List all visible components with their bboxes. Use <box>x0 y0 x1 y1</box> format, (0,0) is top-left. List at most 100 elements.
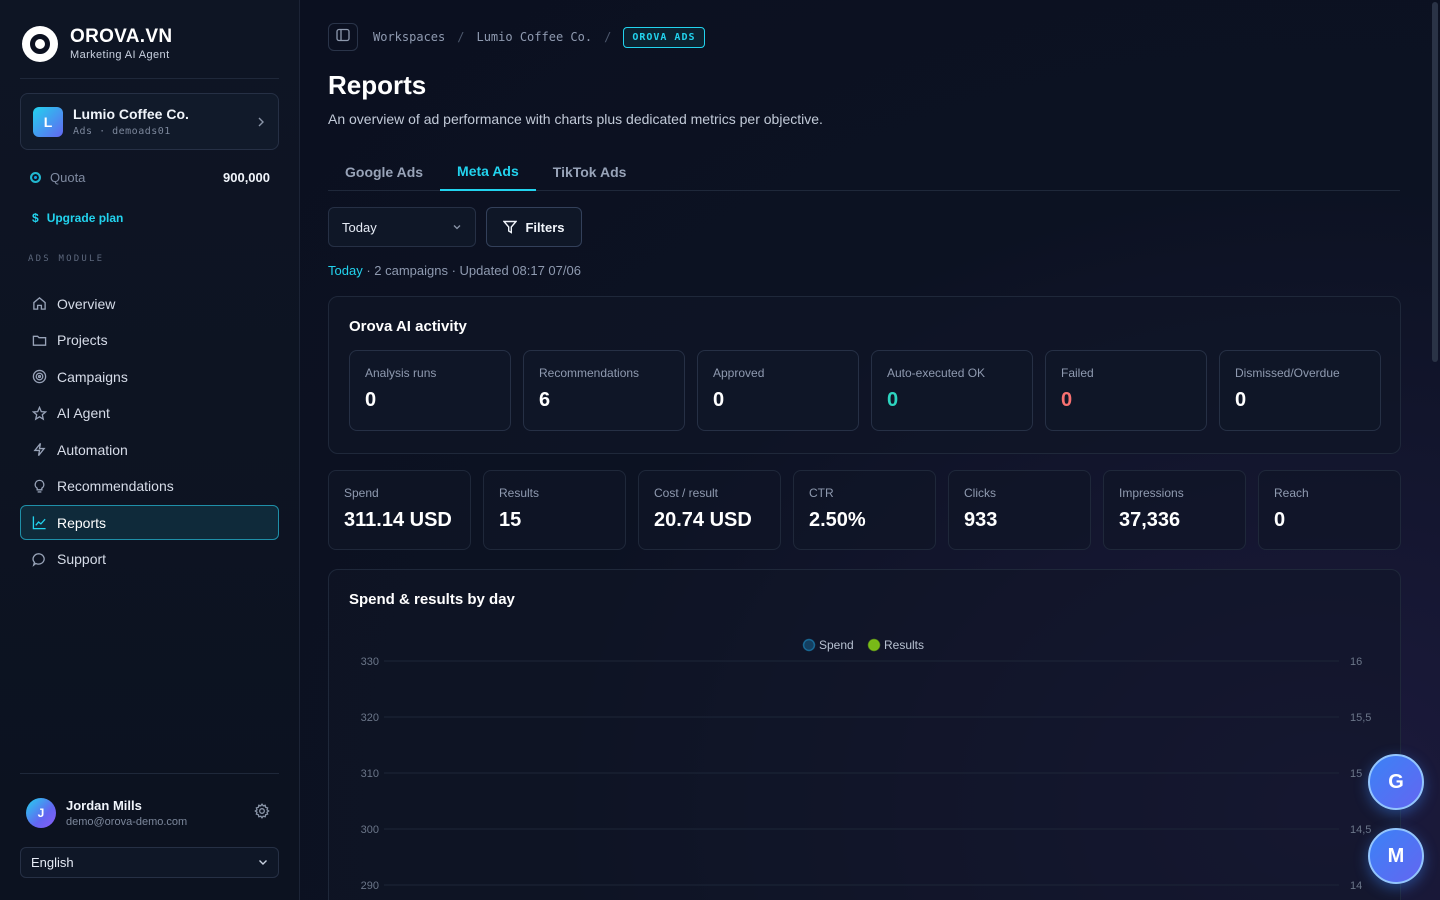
kpi-value: 311.14 USD <box>344 509 452 531</box>
platform-tabs: Google Ads Meta Ads TikTok Ads <box>328 152 1400 191</box>
report-meta-range: Today <box>328 263 363 278</box>
quota-value: 900,000 <box>223 170 270 185</box>
breadcrumb-separator: / <box>457 30 465 44</box>
user-profile[interactable]: J Jordan Mills demo@orova-demo.com <box>26 798 270 828</box>
sidebar: OROVA.VN Marketing AI Agent L Lumio Coff… <box>0 0 300 900</box>
kpi-card-ctr: CTR 2.50% <box>793 470 936 550</box>
metric-value: 0 <box>1235 389 1247 411</box>
quota-label: Quota <box>50 170 86 185</box>
sidebar-panel-icon <box>336 28 350 47</box>
gear-icon[interactable] <box>254 802 270 824</box>
y-right-tick-label: 14 <box>1350 880 1362 892</box>
sidebar-toggle-button[interactable] <box>328 23 358 51</box>
home-icon <box>31 296 47 312</box>
avatar: J <box>26 798 56 828</box>
sidebar-item-label: Automation <box>57 441 128 458</box>
metric-value: 0 <box>887 389 899 411</box>
sidebar-item-projects[interactable]: Projects <box>20 323 279 358</box>
floating-g-button[interactable]: G <box>1368 754 1424 810</box>
metric-card-recommendations: Recommendations 6 <box>523 350 685 431</box>
brand[interactable]: OROVA.VN Marketing AI Agent <box>22 26 172 62</box>
language-select[interactable]: English <box>20 847 279 878</box>
lightbulb-icon <box>31 478 47 494</box>
brand-subtitle: Marketing AI Agent <box>70 49 170 61</box>
sidebar-item-recommendations[interactable]: Recommendations <box>20 469 279 504</box>
legend-label-results: Results <box>884 638 924 652</box>
topbar: Workspaces / Lumio Coffee Co. / OROVA AD… <box>328 23 705 51</box>
report-meta-details: · 2 campaigns · Updated 08:17 07/06 <box>362 263 581 278</box>
workspace-meta: Ads · demoads01 <box>73 126 171 137</box>
metric-value: 6 <box>539 389 551 411</box>
workspace-avatar: L <box>33 106 63 137</box>
kpi-label: Impressions <box>1119 486 1184 500</box>
date-range-value: Today <box>342 219 377 235</box>
y-right-tick-label: 15 <box>1350 768 1362 780</box>
breadcrumb-current-badge: OROVA ADS <box>623 26 705 48</box>
y-left-tick-label: 310 <box>361 768 379 780</box>
page-scrollbar[interactable] <box>1432 2 1438 362</box>
metric-label: Dismissed/Overdue <box>1235 366 1340 380</box>
user-email: demo@orova-demo.com <box>66 816 188 828</box>
sidebar-item-ai-agent[interactable]: AI Agent <box>20 396 279 431</box>
sidebar-item-automation[interactable]: Automation <box>20 432 279 467</box>
metric-value: 0 <box>365 389 377 411</box>
chevron-down-icon <box>258 855 268 870</box>
tab-tiktok-ads[interactable]: TikTok Ads <box>552 163 627 180</box>
chat-icon <box>31 551 47 567</box>
tab-google-ads[interactable]: Google Ads <box>345 163 424 180</box>
report-meta-line: Today · 2 campaigns · Updated 08:17 07/0… <box>328 263 581 278</box>
main-content: Workspaces / Lumio Coffee Co. / OROVA AD… <box>300 0 1440 900</box>
bolt-icon <box>31 442 47 458</box>
filters-label: Filters <box>525 219 565 235</box>
brand-logo-icon <box>22 26 58 62</box>
breadcrumb-separator: / <box>604 30 612 44</box>
section-label: ADS MODULE <box>28 254 105 264</box>
legend-label-spend: Spend <box>819 638 854 652</box>
kpi-card-results: Results 15 <box>483 470 626 550</box>
tab-meta-ads[interactable]: Meta Ads <box>440 152 536 191</box>
metric-card-approved: Approved 0 <box>697 350 859 431</box>
language-value: English <box>31 855 74 870</box>
page-description: An overview of ad performance with chart… <box>328 111 823 127</box>
breadcrumb-workspace[interactable]: Lumio Coffee Co. <box>476 30 593 44</box>
kpi-label: Clicks <box>964 486 996 500</box>
ai-activity-cards: Analysis runs 0 Recommendations 6 Approv… <box>349 350 1381 431</box>
ai-activity-panel: Orova AI activity Analysis runs 0 Recomm… <box>328 296 1401 454</box>
y-left-tick-label: 330 <box>361 656 379 668</box>
kpi-card-spend: Spend 311.14 USD <box>328 470 471 550</box>
kpi-card-impressions: Impressions 37,336 <box>1103 470 1246 550</box>
dollar-icon: $ <box>32 211 39 225</box>
kpi-card-reach: Reach 0 <box>1258 470 1401 550</box>
upgrade-plan-link[interactable]: $ Upgrade plan <box>32 211 123 225</box>
sidebar-item-campaigns[interactable]: Campaigns <box>20 359 279 394</box>
sidebar-item-label: Reports <box>57 514 107 531</box>
sidebar-item-overview[interactable]: Overview <box>20 286 279 321</box>
y-right-tick-label: 16 <box>1350 656 1362 668</box>
kpi-value: 20.74 USD <box>654 509 752 531</box>
breadcrumb-workspaces[interactable]: Workspaces <box>373 30 446 44</box>
workspace-switcher[interactable]: L Lumio Coffee Co. Ads · demoads01 <box>20 93 279 150</box>
sidebar-divider <box>20 773 279 774</box>
floating-m-button[interactable]: M <box>1368 828 1424 884</box>
sidebar-item-label: Recommendations <box>57 478 174 494</box>
star-icon <box>31 405 47 421</box>
ai-activity-title: Orova AI activity <box>349 318 467 335</box>
sidebar-item-support[interactable]: Support <box>20 542 279 577</box>
metric-label: Approved <box>713 366 765 380</box>
y-right-tick-label: 14,5 <box>1350 824 1371 836</box>
kpi-card-cost-per-result: Cost / result 20.74 USD <box>638 470 781 550</box>
sidebar-item-reports[interactable]: Reports <box>20 505 279 540</box>
filters-button[interactable]: Filters <box>486 207 582 247</box>
sidebar-divider <box>20 78 279 79</box>
metric-value: 0 <box>713 389 725 411</box>
kpi-card-clicks: Clicks 933 <box>948 470 1091 550</box>
kpi-row: Spend 311.14 USD Results 15 Cost / resul… <box>328 470 1401 550</box>
chevron-right-icon <box>256 114 266 130</box>
sidebar-item-label: Projects <box>57 332 108 348</box>
date-range-select[interactable]: Today <box>328 207 476 247</box>
quota-dot-icon <box>30 172 41 183</box>
metric-label: Failed <box>1061 366 1094 380</box>
kpi-value: 37,336 <box>1119 509 1181 531</box>
chevron-down-icon <box>452 220 462 235</box>
metric-label: Analysis runs <box>365 366 437 380</box>
